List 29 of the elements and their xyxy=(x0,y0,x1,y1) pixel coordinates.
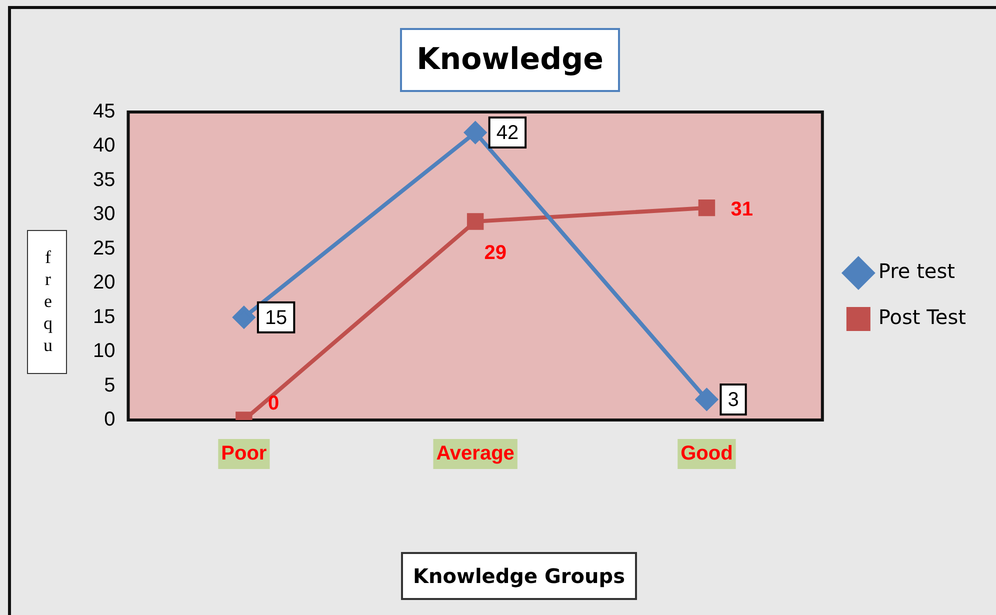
point xyxy=(698,199,716,216)
point xyxy=(464,122,486,144)
y-tick-label: 20 xyxy=(92,272,116,294)
legend-label: Post Test xyxy=(878,305,966,330)
legend-label: Pre test xyxy=(878,259,956,284)
x-axis-title: Knowledge Groups xyxy=(401,552,637,600)
y-tick-label: 35 xyxy=(92,168,116,191)
data-label: 15 xyxy=(264,306,288,329)
y-tick-label: 45 xyxy=(92,100,116,123)
y-tick-label: 40 xyxy=(92,134,116,157)
point xyxy=(466,213,484,230)
data-label: 29 xyxy=(484,242,506,264)
data-label: 3 xyxy=(728,388,739,411)
y-tick-label: 30 xyxy=(92,203,116,226)
y-tick-label: 15 xyxy=(92,306,116,328)
x-tick-label: Average xyxy=(436,442,514,465)
data-label: 42 xyxy=(496,122,519,144)
x-tick-label: Good xyxy=(680,442,733,465)
y-tick-label: 10 xyxy=(92,340,116,362)
chart-title: Knowledge xyxy=(400,28,620,92)
y-tick-label: 0 xyxy=(104,408,116,431)
y-tick-label: 25 xyxy=(92,237,116,260)
data-label: 0 xyxy=(268,392,280,415)
point xyxy=(696,388,718,410)
y-axis-title: frequ xyxy=(27,230,67,374)
y-tick-label: 5 xyxy=(104,374,116,396)
x-tick-label: Poor xyxy=(221,442,267,465)
point xyxy=(232,306,255,328)
data-label: 31 xyxy=(730,198,753,220)
